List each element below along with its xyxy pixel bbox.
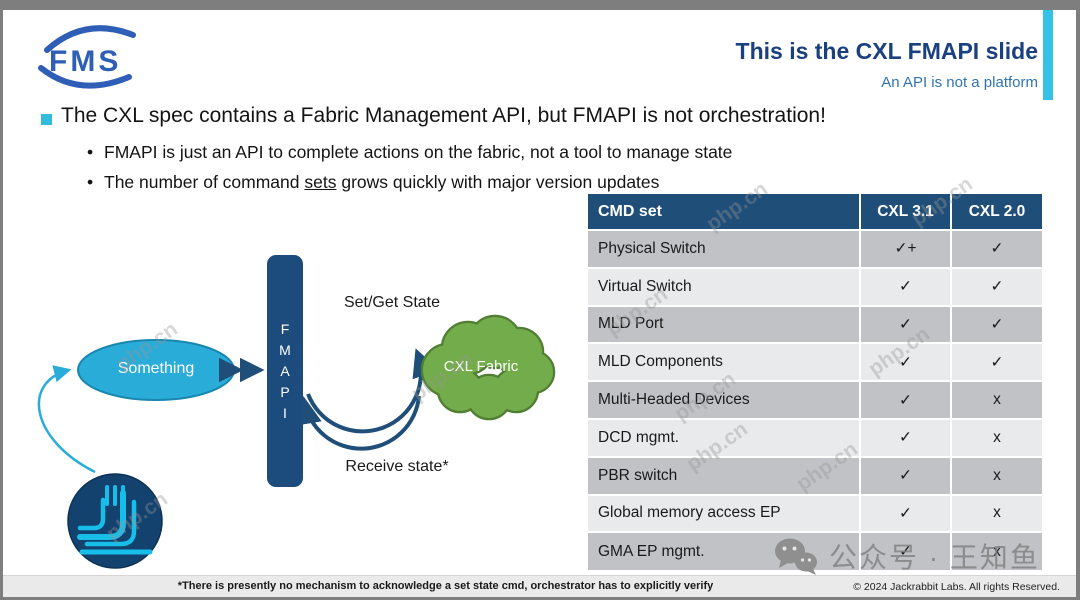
slide-canvas: FMS This is the CXL FMAPI slide An API i… — [3, 10, 1076, 597]
cxl31-value: ✓ — [859, 531, 951, 571]
main-bullet-text: The CXL spec contains a Fabric Managemen… — [61, 104, 826, 127]
footnote-text: *There is presently no mechanism to ackn… — [177, 580, 714, 592]
dot-bullet-icon: • — [87, 142, 94, 162]
fmapi-bar: F M A P I — [267, 255, 303, 487]
row-name: MLD Components — [588, 342, 860, 382]
cxl31-value: ✓ — [859, 380, 951, 419]
page-title: This is the CXL FMAPI slide — [735, 38, 1038, 64]
set-get-state-label: Set/Get State — [343, 294, 441, 311]
cxl31-value: ✓ — [859, 417, 951, 457]
cxl31-value: ✓ — [859, 342, 951, 382]
col-header-cmd-set: CMD set — [588, 194, 860, 230]
sub-bullet-1: • FMAPI is just an API to complete action… — [87, 142, 847, 163]
row-name: Virtual Switch — [588, 266, 860, 306]
cxl31-value: ✓+ — [859, 229, 951, 268]
col-header-cxl31: CXL 3.1 — [859, 194, 951, 230]
row-name: Multi-Headed Devices — [588, 380, 860, 419]
row-name: PBR switch — [588, 455, 860, 495]
jackrabbit-logo — [67, 473, 163, 569]
receive-arc — [294, 395, 421, 451]
fmapi-letter: F — [280, 321, 290, 337]
accent-bar — [1043, 10, 1053, 100]
cxl20-value: ✓ — [950, 342, 1042, 382]
logo-swoosh-bottom — [38, 65, 132, 89]
row-name: MLD Port — [588, 304, 860, 344]
fmapi-letter: A — [280, 363, 290, 379]
cxl20-value: x — [950, 531, 1042, 571]
fmapi-letter: M — [279, 342, 291, 358]
cxl20-value: x — [950, 493, 1042, 533]
cxl20-value: x — [950, 455, 1042, 495]
table-header-row: CMD set CXL 3.1 CXL 2.0 — [588, 194, 1042, 230]
sub-bullet-1-text: FMAPI is just an API to complete actions… — [104, 142, 733, 162]
logo-swoosh-top — [44, 25, 136, 53]
copyright-text: © 2024 Jackrabbit Labs. All rights Reser… — [853, 581, 1060, 593]
row-name: Global memory access EP — [588, 493, 860, 533]
cxl31-value: ✓ — [859, 455, 951, 495]
table-row: MLD Components ✓ ✓ — [588, 342, 1042, 382]
table-row: DCD mgmt. ✓ x — [588, 417, 1042, 457]
dot-bullet-icon: • — [87, 172, 94, 192]
fms-logo: FMS — [38, 25, 136, 89]
table-row: PBR switch ✓ x — [588, 455, 1042, 495]
cxl20-value: ✓ — [950, 266, 1042, 306]
table-row: MLD Port ✓ ✓ — [588, 304, 1042, 344]
watermark: php.cn — [407, 347, 477, 406]
table-row: Virtual Switch ✓ ✓ — [588, 266, 1042, 306]
page-subtitle: An API is not a platform — [881, 74, 1038, 91]
receive-state-label: Receive state* — [345, 458, 449, 475]
table-row: Global memory access EP ✓ x — [588, 493, 1042, 533]
row-name: GMA EP mgmt. — [588, 531, 860, 571]
cxl31-value: ✓ — [859, 266, 951, 306]
sub-bullet-2-pre: The number of command — [104, 172, 305, 192]
cxl20-value: x — [950, 417, 1042, 457]
bullet-square-icon — [41, 114, 52, 125]
cxl20-value: ✓ — [950, 229, 1042, 268]
sub-bullet-2-post: grows quickly with major version updates — [336, 172, 660, 192]
orchestrator-arrow — [37, 365, 96, 474]
fmapi-letter: P — [280, 384, 290, 400]
sub-bullet-2-underlined: sets — [304, 172, 337, 192]
sub-bullet-2: • The number of command sets grows quickl… — [87, 172, 847, 193]
footer-bar: *There is presently no mechanism to ackn… — [3, 575, 1076, 597]
set-get-arc — [306, 348, 439, 434]
table-row: Physical Switch ✓+ ✓ — [588, 229, 1042, 268]
cmd-set-table: CMD set CXL 3.1 CXL 2.0 Physical Switch … — [588, 194, 1042, 571]
row-name: DCD mgmt. — [588, 417, 860, 457]
logo-text: FMS — [49, 45, 121, 78]
something-label: Something — [117, 360, 195, 377]
row-name: Physical Switch — [588, 229, 860, 268]
cxl31-value: ✓ — [859, 493, 951, 533]
table-row: GMA EP mgmt. ✓ x — [588, 531, 1042, 571]
cxl31-value: ✓ — [859, 304, 951, 344]
watermark: php.cn — [102, 487, 172, 546]
col-header-cxl20: CXL 2.0 — [950, 194, 1042, 230]
cxl20-value: x — [950, 380, 1042, 419]
cxl-fabric-label: CXL Fabric — [443, 358, 519, 375]
table-row: Multi-Headed Devices ✓ x — [588, 380, 1042, 419]
cxl20-value: ✓ — [950, 304, 1042, 344]
fmapi-letter: I — [283, 405, 287, 421]
